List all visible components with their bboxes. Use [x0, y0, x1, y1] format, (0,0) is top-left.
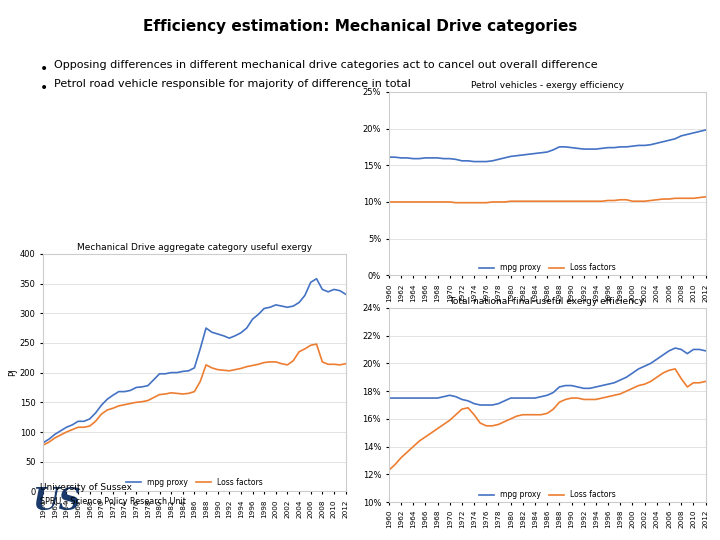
Title: Mechanical Drive aggregate category useful exergy: Mechanical Drive aggregate category usef… — [77, 242, 312, 252]
mpg proxy — [219, 333, 228, 339]
mpg proxy — [469, 400, 478, 407]
Text: Petrol road vehicle responsible for majority of difference in total: Petrol road vehicle responsible for majo… — [54, 79, 411, 90]
Text: •: • — [40, 81, 48, 95]
Legend: mpg proxy, Loss factors: mpg proxy, Loss factors — [123, 475, 266, 490]
Line: mpg proxy: mpg proxy — [43, 279, 346, 443]
mpg proxy — [634, 366, 643, 372]
Text: US: US — [32, 486, 81, 517]
mpg proxy — [213, 330, 222, 337]
Loss factors — [701, 193, 710, 200]
Loss factors — [671, 366, 680, 372]
Title: Petrol vehicles - exergy efficiency: Petrol vehicles - exergy efficiency — [471, 80, 624, 90]
Text: •: • — [40, 62, 48, 76]
Title: Total national final-useful exergy efficiency: Total national final-useful exergy effic… — [449, 296, 645, 306]
Loss factors — [592, 198, 600, 205]
Line: mpg proxy: mpg proxy — [389, 130, 706, 161]
Legend: mpg proxy, Loss factors: mpg proxy, Loss factors — [476, 260, 618, 275]
Text: University of Sussex: University of Sussex — [40, 483, 132, 492]
mpg proxy — [476, 158, 485, 165]
Loss factors — [628, 385, 636, 392]
mpg proxy — [39, 440, 48, 446]
Loss factors — [567, 395, 576, 401]
Loss factors — [573, 198, 582, 205]
mpg proxy — [580, 146, 588, 152]
mpg proxy — [671, 136, 680, 142]
mpg proxy — [592, 146, 600, 152]
Loss factors — [451, 199, 460, 206]
Loss factors — [665, 367, 673, 374]
mpg proxy — [573, 384, 582, 390]
mpg proxy — [120, 388, 129, 395]
mpg proxy — [384, 154, 393, 160]
Y-axis label: PJ: PJ — [8, 369, 17, 376]
Loss factors — [469, 411, 478, 418]
mpg proxy — [271, 302, 280, 308]
Loss factors — [476, 199, 485, 206]
Loss factors — [580, 198, 588, 205]
Loss factors — [307, 342, 315, 348]
mpg proxy — [701, 127, 710, 133]
mpg proxy — [634, 142, 643, 149]
mpg proxy — [592, 384, 600, 390]
Text: Efficiency estimation: Mechanical Drive categories: Efficiency estimation: Mechanical Drive … — [143, 19, 577, 34]
Loss factors — [585, 396, 594, 403]
mpg proxy — [231, 333, 240, 339]
Line: Loss factors: Loss factors — [389, 369, 706, 470]
mpg proxy — [573, 145, 582, 152]
Loss factors — [120, 401, 129, 408]
mpg proxy — [469, 158, 478, 165]
mpg proxy — [701, 348, 710, 354]
Line: Loss factors: Loss factors — [43, 344, 346, 445]
Loss factors — [312, 341, 321, 347]
Loss factors — [573, 395, 582, 401]
mpg proxy — [341, 291, 350, 298]
Loss factors — [39, 442, 48, 448]
Line: mpg proxy: mpg proxy — [389, 348, 706, 405]
Loss factors — [634, 198, 643, 205]
mpg proxy — [312, 275, 321, 282]
Loss factors — [384, 467, 393, 474]
Loss factors — [213, 366, 222, 373]
Loss factors — [231, 366, 240, 373]
mpg proxy — [671, 345, 680, 352]
mpg proxy — [476, 402, 485, 408]
mpg proxy — [580, 385, 588, 392]
Text: Opposing differences in different mechanical drive categories act to cancel out : Opposing differences in different mechan… — [54, 60, 598, 71]
Line: Loss factors: Loss factors — [389, 197, 706, 202]
Loss factors — [701, 378, 710, 384]
Loss factors — [671, 195, 680, 201]
Text: SPRU – Science Policy Research Unit: SPRU – Science Policy Research Unit — [40, 497, 186, 506]
Loss factors — [384, 199, 393, 205]
mpg proxy — [307, 279, 315, 286]
Legend: mpg proxy, Loss factors: mpg proxy, Loss factors — [476, 487, 618, 502]
Loss factors — [341, 361, 350, 367]
mpg proxy — [598, 382, 606, 389]
Loss factors — [219, 367, 228, 374]
Loss factors — [271, 359, 280, 365]
mpg proxy — [384, 395, 393, 401]
